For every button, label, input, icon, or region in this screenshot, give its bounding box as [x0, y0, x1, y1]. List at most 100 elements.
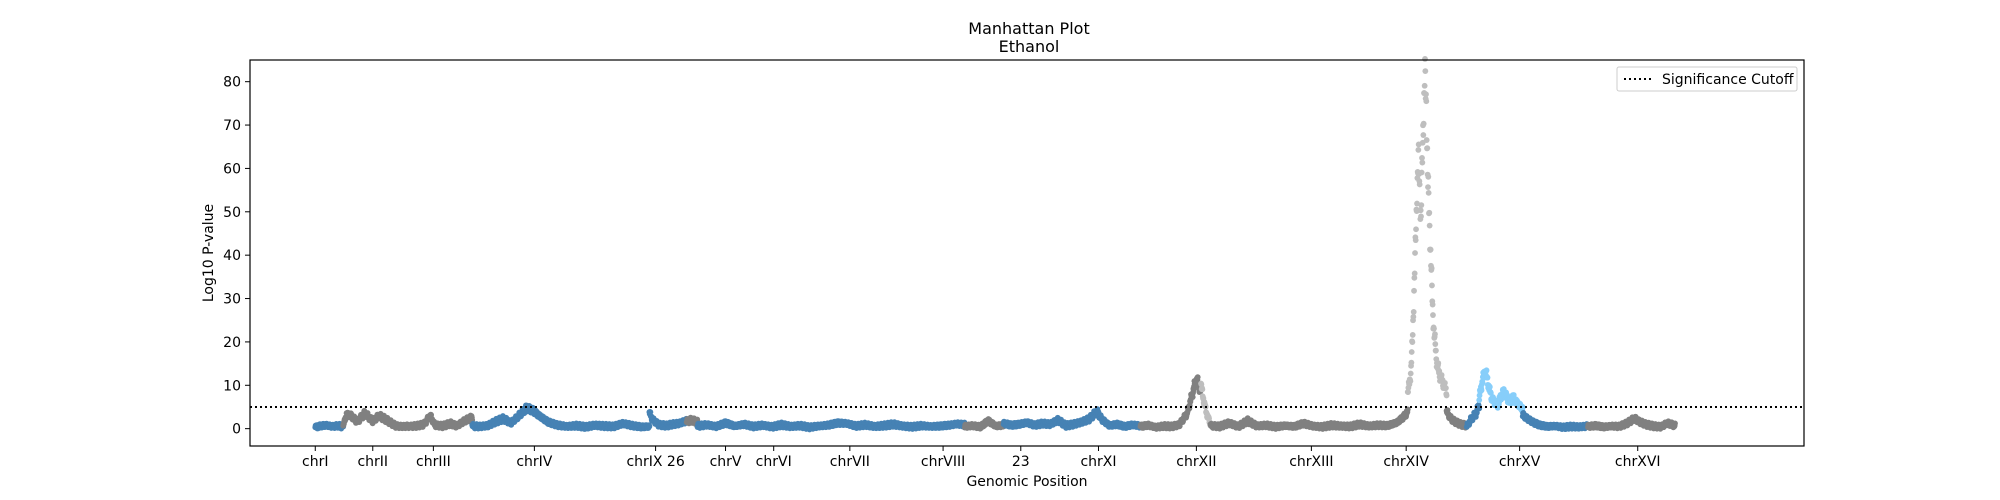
- data-point: [1426, 209, 1433, 216]
- x-axis-ticks: chrI chrII chrIII chrIV chrIX 26 chrV chrVI chr…: [302, 446, 1661, 470]
- data-point: [1428, 265, 1435, 272]
- x-tick-label: chrIX 26: [626, 454, 684, 470]
- data-point: [1422, 56, 1428, 62]
- data-point: [1431, 325, 1437, 332]
- data-points: [312, 56, 1678, 433]
- data-point: [1418, 169, 1425, 176]
- series-4-points: [646, 409, 690, 431]
- legend-label: Significance Cutoff: [1662, 72, 1794, 88]
- data-point: [1429, 301, 1436, 308]
- data-point: [1484, 374, 1491, 381]
- x-tick-label: chrXII: [1176, 454, 1216, 470]
- data-point: [1412, 250, 1418, 256]
- data-point: [1419, 159, 1426, 166]
- x-tick-label: chrXIII: [1289, 454, 1333, 470]
- data-point: [1189, 394, 1196, 400]
- y-tick-label: 80: [223, 75, 241, 91]
- data-point: [1425, 189, 1432, 196]
- series-3-points: [469, 402, 653, 432]
- y-tick-label: 70: [223, 118, 241, 134]
- data-point: [1420, 132, 1427, 138]
- data-point: [1442, 380, 1448, 386]
- series-10-points: [1198, 380, 1214, 429]
- data-point: [1411, 287, 1417, 294]
- data-point: [1418, 213, 1424, 220]
- y-axis-title: Log10 P-value: [201, 204, 217, 302]
- x-tick-label: chrVIII: [921, 454, 965, 470]
- data-point: [1409, 332, 1416, 338]
- series-9-points: [1137, 374, 1204, 432]
- data-point: [1412, 237, 1419, 244]
- data-point: [1433, 347, 1439, 354]
- y-tick-label: 40: [223, 248, 241, 264]
- data-point: [1438, 372, 1445, 378]
- series-17-points: [1585, 413, 1678, 432]
- data-point: [646, 423, 653, 430]
- data-point: [1432, 341, 1439, 347]
- data-point: [1418, 202, 1425, 209]
- data-point: [1423, 137, 1430, 143]
- y-tick-label: 60: [223, 161, 241, 177]
- series-11-points: [1207, 406, 1411, 432]
- data-point: [1417, 207, 1424, 214]
- y-tick-label: 0: [232, 422, 241, 438]
- data-point: [1408, 349, 1415, 355]
- data-point: [1421, 82, 1428, 89]
- data-point: [1427, 246, 1434, 253]
- data-point: [1478, 387, 1485, 394]
- data-point: [1410, 313, 1417, 320]
- data-point: [1423, 91, 1429, 98]
- x-axis-title: Genomic Position: [966, 474, 1087, 490]
- data-point: [1432, 331, 1438, 338]
- data-point: [1443, 385, 1449, 391]
- x-tick-label: chrXIV: [1383, 454, 1429, 470]
- data-point: [1443, 392, 1450, 399]
- data-point: [1408, 359, 1415, 366]
- plot-frame: [249, 59, 1805, 447]
- series-1-points: [340, 407, 413, 432]
- data-point: [1416, 181, 1423, 188]
- x-tick-label: chrIII: [416, 454, 451, 470]
- data-point: [1413, 226, 1419, 233]
- data-point: [1407, 378, 1414, 385]
- data-point: [1423, 98, 1430, 105]
- x-tick-label: chrXVI: [1615, 454, 1661, 470]
- data-point: [1424, 145, 1431, 152]
- chart-subtitle: Ethanol: [999, 37, 1060, 56]
- data-point: [1672, 420, 1678, 427]
- series-16-points: [1519, 409, 1591, 433]
- series-7-points: [961, 416, 1007, 432]
- series-12-points: [1404, 56, 1450, 399]
- x-tick-label: chrXI: [1080, 454, 1116, 470]
- legend: Significance Cutoff: [1616, 66, 1798, 92]
- data-point: [1407, 370, 1414, 377]
- data-point: [1199, 386, 1206, 393]
- chart-title: Manhattan Plot: [968, 19, 1089, 38]
- data-point: [1435, 360, 1442, 367]
- x-tick-label: chrVII: [830, 454, 870, 470]
- x-tick-label: chrI: [302, 454, 328, 470]
- y-tick-label: 50: [223, 205, 241, 221]
- data-point: [1420, 120, 1427, 127]
- data-point: [1483, 367, 1490, 374]
- y-axis-ticks: 0 10 20 30 40 50 60 70 80: [223, 75, 250, 438]
- data-point: [1411, 270, 1418, 277]
- x-tick-label: chrXV: [1499, 454, 1541, 470]
- data-point: [1430, 312, 1436, 318]
- data-point: [1415, 147, 1422, 153]
- y-tick-label: 10: [223, 378, 241, 394]
- x-tick-label: 23: [1012, 454, 1030, 470]
- data-point: [1410, 309, 1417, 315]
- series-6-points: [694, 418, 968, 433]
- x-tick-label: chrIV: [516, 454, 552, 470]
- x-tick-label: chrV: [710, 454, 742, 470]
- data-point: [1425, 184, 1431, 191]
- x-tick-label: chrII: [357, 454, 388, 470]
- data-point: [1479, 379, 1486, 386]
- y-tick-label: 20: [223, 335, 241, 351]
- data-point: [1194, 374, 1201, 381]
- data-point: [1429, 282, 1435, 289]
- series-8-points: [1000, 406, 1144, 431]
